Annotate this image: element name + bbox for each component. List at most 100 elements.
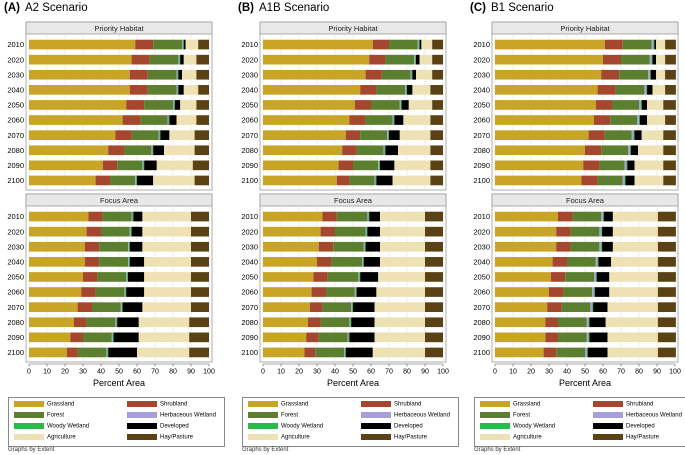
legend-item-agriculture: Agriculture (14, 434, 76, 441)
bar-hay-pasture (657, 317, 676, 328)
category-label: 2080 (241, 318, 258, 327)
bar-herbaceous-wetland (142, 160, 144, 171)
bar-forest (147, 69, 177, 80)
legend-label: Forest (513, 412, 531, 419)
bar-hay-pasture (665, 39, 676, 50)
legend-item-forest: Forest (248, 412, 298, 419)
bar-grassland (29, 226, 87, 237)
x-tick-label: 90 (653, 369, 661, 376)
bar-developed (117, 317, 139, 328)
bar-grassland (263, 160, 339, 171)
legend-label: Hay/Pasture (160, 434, 194, 441)
legend-label: Developed (626, 423, 655, 430)
bar-developed (160, 130, 170, 140)
category-label: 2050 (473, 273, 490, 282)
bar-hay-pasture (425, 287, 443, 297)
bar-grassland (29, 347, 67, 358)
bar-agriculture (607, 347, 658, 358)
category-label: 2080 (7, 318, 24, 327)
bar-hay-pasture (657, 332, 676, 343)
bar-agriculture (137, 347, 190, 358)
legend-swatch (127, 423, 157, 429)
bar-hay-pasture (191, 226, 209, 237)
bar-woody-wetland (639, 115, 640, 125)
bar-herbaceous-wetland (167, 115, 169, 125)
category-label: 2070 (473, 131, 490, 140)
bar-developed (416, 54, 420, 65)
x-axis-title: Percent Area (327, 378, 379, 388)
bar-herbaceous-wetland (414, 54, 416, 65)
bar-shrubland (122, 115, 141, 125)
bar-developed (654, 39, 657, 50)
legend-item-developed: Developed (127, 423, 189, 430)
bar-agriculture (374, 302, 425, 312)
bar-grassland (495, 39, 605, 50)
category-label: 2100 (241, 176, 258, 185)
bar-herbaceous-wetland (158, 130, 160, 140)
legend-swatch (248, 423, 278, 429)
bar-developed (178, 69, 182, 80)
bar-agriculture (182, 69, 197, 80)
bar-grassland (29, 115, 123, 125)
bar-herbaceous-wetland (637, 115, 639, 125)
bar-forest (556, 347, 585, 358)
bar-herbaceous-wetland (128, 257, 129, 267)
legend-item-hay-pasture: Hay/Pasture (593, 434, 659, 441)
bar-shrubland (322, 211, 337, 222)
bar-shrubland (558, 211, 573, 222)
bar-agriculture (612, 226, 658, 237)
legend-label: Developed (160, 423, 189, 430)
bar-shrubland (84, 241, 100, 252)
footnote: Graphs by Extent (242, 447, 289, 453)
bar-grassland (495, 272, 551, 282)
legend-item-shrubland: Shrubland (127, 401, 187, 408)
category-label: 2090 (473, 333, 490, 342)
bar-shrubland (308, 317, 321, 328)
bar-woody-wetland (128, 241, 130, 252)
x-tick-label: 10 (277, 369, 285, 376)
bar-grassland (495, 100, 596, 110)
bar-grassland (29, 145, 109, 156)
bar-grassland (263, 332, 307, 343)
bar-forest (561, 302, 591, 312)
bar-developed (639, 115, 648, 125)
bar-grassland (263, 347, 305, 358)
x-tick-label: 20 (61, 369, 69, 376)
bar-shrubland (338, 160, 353, 171)
bar-shrubland (135, 39, 154, 50)
legend-label: Agriculture (47, 434, 76, 441)
x-tick-label: 60 (367, 369, 375, 376)
bar-shrubland (317, 257, 332, 267)
bar-herbaceous-wetland (347, 332, 349, 343)
bar-forest (77, 347, 107, 358)
bar-forest (153, 39, 182, 50)
legend-item-shrubland: Shrubland (361, 401, 421, 408)
bar-hay-pasture (432, 54, 443, 65)
bar-grassland (29, 54, 132, 65)
legend-swatch (14, 412, 44, 418)
bar-grassland (495, 160, 584, 171)
bar-woody-wetland (364, 241, 366, 252)
bar-forest (570, 226, 600, 237)
category-label: 2070 (7, 303, 24, 312)
bar-hay-pasture (663, 145, 676, 156)
bar-hay-pasture (425, 347, 443, 358)
bar-developed (356, 287, 377, 297)
bar-herbaceous-wetland (639, 100, 641, 110)
category-label: 2050 (241, 101, 258, 110)
bar-woody-wetland (366, 226, 368, 237)
bar-agriculture (399, 130, 431, 140)
bar-hay-pasture (657, 226, 676, 237)
bar-agriculture (638, 145, 664, 156)
bar-forest (144, 100, 173, 110)
bar-agriculture (392, 175, 431, 186)
bar-agriculture (647, 115, 666, 125)
bar-woody-wetland (177, 85, 179, 95)
category-label: 2040 (7, 85, 24, 94)
bar-grassland (263, 272, 314, 282)
legend-label: Shrubland (160, 401, 188, 408)
bar-hay-pasture (425, 226, 443, 237)
x-axis: 0 10 20 30 40 50 60 70 80 90 100 Percent Area (27, 363, 215, 388)
bar-grassland (495, 115, 594, 125)
x-axis: 0 10 20 30 40 50 60 70 80 90 100 Percent Area (261, 363, 449, 388)
